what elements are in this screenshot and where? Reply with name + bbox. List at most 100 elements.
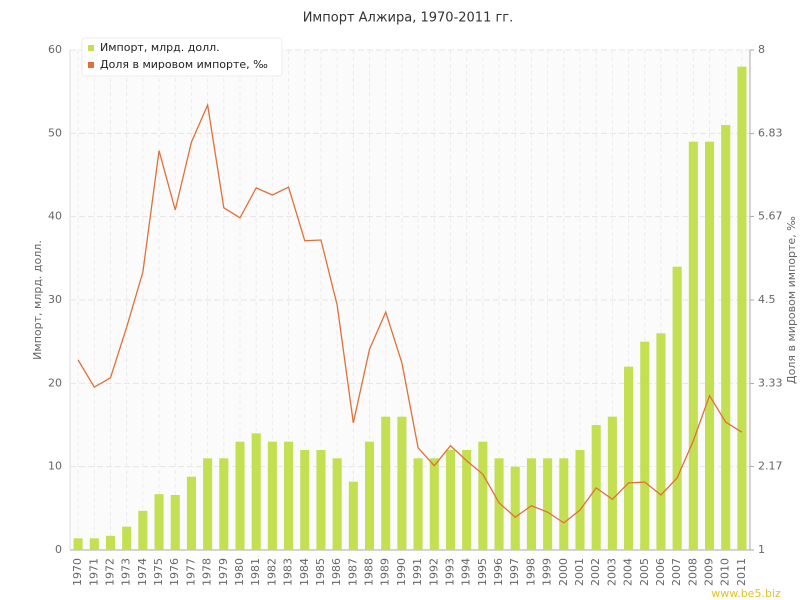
bar [672,266,682,550]
bar [413,458,423,550]
bar [429,458,439,550]
bar [267,441,277,550]
legend-box [81,37,283,77]
bar [397,416,407,550]
x-tick-label: 1992 [427,558,440,586]
x-tick-label: 1970 [71,558,84,586]
x-tick-label: 1975 [152,558,165,586]
line [77,102,743,524]
x-tick-label: 2011 [735,558,748,586]
x-tick-label: 1971 [87,558,100,586]
bar [704,141,715,550]
bar [640,341,650,550]
x-tick-label: 1980 [233,558,246,586]
y-tick-label: 40 [48,210,62,223]
bar [154,494,164,550]
bar [688,141,698,550]
bar [526,458,536,550]
y-axis-label: Импорт, млрд. долл. [31,240,44,360]
x-tick-label: 1999 [541,558,554,586]
chart-title: Импорт Алжира, 1970-2011 гг. [303,11,514,26]
bar [235,441,245,550]
x-tick-label: 1997 [508,558,521,586]
y2-tick-label: 4.5 [758,293,776,306]
bar [138,510,148,550]
y2-axis-label: Доля в мировом импорте, ‰ [785,216,798,384]
x-tick-label: 1972 [103,558,116,586]
x-tick-label: 1986 [330,558,343,586]
bar [624,366,634,550]
bar [122,526,132,550]
x-tick-label: 1973 [120,558,133,586]
bar [607,416,617,550]
bar [462,450,472,550]
bar [381,416,391,550]
bar [656,333,666,550]
x-tick-label: 1996 [492,558,505,586]
bar [284,441,294,550]
bar [316,450,326,550]
bar [219,458,229,550]
x-tick-label: 1983 [282,558,295,586]
x-tick-label: 1993 [443,558,456,586]
y2-tick-label: 1 [758,543,765,556]
x-tick-label: 1984 [298,558,311,586]
x-tick-label: 1976 [168,558,181,586]
bar [559,458,569,550]
x-tick-label: 1982 [265,558,278,586]
bar [543,458,553,550]
bar [105,535,116,550]
bar [510,466,520,550]
x-tick-label: 2001 [573,558,586,586]
bar [364,441,375,550]
watermark: www.be5.biz [711,587,781,600]
y2-tick-label: 2.17 [758,459,783,472]
x-tick-label: 2007 [670,558,683,586]
x-tick-label: 2006 [654,558,667,586]
y-tick-label: 30 [48,293,62,306]
y2-tick-label: 5.67 [758,209,783,222]
y-tick-label: 50 [48,126,62,139]
x-tick-label: 1988 [363,558,376,586]
bar [73,538,83,550]
bar [203,458,213,550]
x-tick-label: 1979 [217,558,230,586]
bar [332,458,342,550]
bar [186,476,196,550]
x-tick-label: 1989 [379,558,392,586]
x-tick-label: 2009 [703,558,716,586]
x-tick-label: 1974 [136,558,149,586]
x-tick-label: 1977 [184,558,197,586]
bar [251,433,261,550]
x-tick-label: 1987 [346,558,359,586]
bar [445,450,456,550]
bar [89,538,99,550]
x-tick-label: 2004 [622,558,635,586]
y-tick-label: 10 [48,460,62,473]
bar [721,125,731,550]
x-tick-label: 2010 [719,558,732,586]
x-tick-label: 1995 [476,558,489,586]
y-tick-label: 20 [48,376,62,389]
x-tick-label: 1985 [314,558,327,586]
legend-swatch [88,62,94,68]
y2-tick-label: 3.33 [758,377,783,390]
x-tick-label: 1978 [201,558,214,586]
bar [737,66,747,551]
bar [348,481,358,550]
y2-tick-label: 8 [758,43,765,56]
x-tick-label: 2003 [605,558,618,586]
x-tick-label: 2000 [557,558,570,586]
x-tick-label: 1990 [395,558,408,586]
x-tick-label: 2002 [589,558,602,586]
y2-tick-label: 6.83 [758,127,783,140]
legend-swatch [88,45,94,51]
x-tick-label: 1981 [249,558,262,586]
bar [170,495,180,550]
bar [478,441,488,550]
legend-label: Доля в мировом импорте, ‰ [100,58,268,71]
x-tick-label: 1991 [411,558,424,586]
x-tick-label: 2005 [638,558,651,586]
x-tick-label: 2008 [686,558,699,586]
